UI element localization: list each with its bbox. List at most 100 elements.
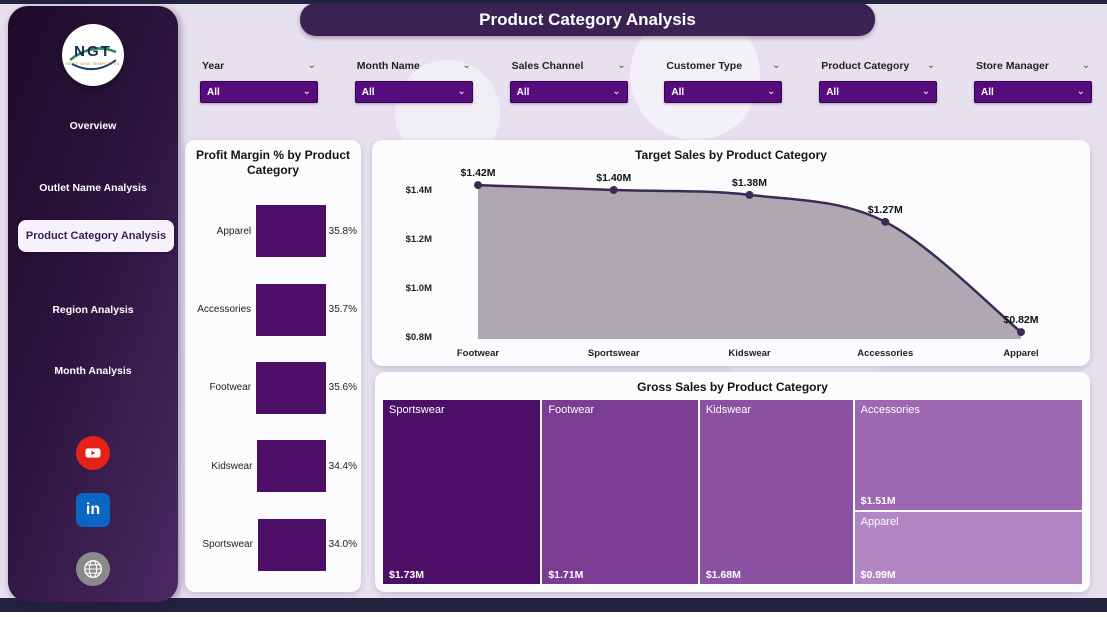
- y-axis-tick: $1.4M: [406, 185, 432, 196]
- store-manager-dropdown[interactable]: All ⌄: [973, 81, 1092, 103]
- y-axis-tick: $1.2M: [406, 234, 432, 245]
- profit-margin-panel: Profit Margin % by Product Category Appa…: [185, 140, 361, 592]
- filter-sales-channel-header: Sales Channel ⌄: [510, 60, 628, 72]
- chart-title: Target Sales by Product Category: [635, 148, 827, 162]
- filter-label: Year: [202, 60, 225, 72]
- value-label: 35.8%: [328, 225, 357, 237]
- y-axis-tick: $0.8M: [406, 332, 432, 343]
- data-point[interactable]: [1017, 328, 1025, 337]
- top-band: [0, 0, 1107, 4]
- data-label: $0.82M: [1003, 314, 1038, 326]
- filter-year-header: Year ⌄: [200, 60, 318, 72]
- x-axis-label: Apparel: [1003, 348, 1038, 359]
- chevron-down-icon[interactable]: ⌄: [462, 60, 471, 71]
- filter-customer-type: Customer Type ⌄ All ⌄: [664, 60, 783, 103]
- bar-chart: Apparel 35.8% Accessories 35.7% Footwear…: [191, 192, 357, 584]
- chevron-down-icon: ⌄: [921, 86, 931, 97]
- chevron-down-icon: ⌄: [457, 86, 466, 97]
- category-label: Footwear: [209, 382, 252, 394]
- product-category-dropdown[interactable]: All ⌄: [819, 81, 938, 103]
- x-axis-label: Accessories: [857, 348, 913, 359]
- bar-row: Sportswear 34.0%: [191, 518, 357, 571]
- dropdown-value: All: [980, 86, 994, 98]
- x-axis-label: Sportswear: [588, 348, 640, 359]
- target-sales-panel: Target Sales by Product Category $1.4M $1…: [372, 140, 1090, 366]
- cell-value: $1.51M: [860, 494, 896, 507]
- filter-product-category-header: Product Category ⌄: [819, 60, 937, 72]
- bar-row: Footwear 35.6%: [191, 361, 357, 414]
- filter-label: Month Name: [356, 60, 420, 72]
- chevron-down-icon[interactable]: ⌄: [926, 60, 936, 71]
- customer-type-dropdown[interactable]: All ⌄: [664, 81, 783, 103]
- sidebar: NGT NEXT GEN TEMPLATES Overview Outlet N…: [8, 6, 178, 602]
- logo-swoosh: [69, 47, 117, 71]
- data-point[interactable]: [474, 181, 482, 190]
- data-point[interactable]: [609, 186, 618, 194]
- sidebar-item-region-analysis[interactable]: Region Analysis: [52, 304, 134, 316]
- web-icon[interactable]: [76, 552, 110, 586]
- cell-name: Sportswear: [389, 404, 445, 416]
- target-sales-chart: $1.4M $1.2M $1.0M $0.8M Footwear Sportswear Ki…: [406, 167, 1039, 359]
- logo-text: NGT: [74, 42, 112, 60]
- bar-apparel[interactable]: [256, 205, 326, 258]
- cell-name: Footwear: [548, 404, 595, 416]
- dropdown-value: All: [361, 86, 375, 98]
- category-label: Sportswear: [202, 539, 253, 551]
- x-axis-label: Kidswear: [728, 348, 771, 359]
- chart-title: Gross Sales by Product Category: [637, 380, 828, 394]
- filter-sales-channel: Sales Channel ⌄ All ⌄: [509, 60, 628, 103]
- sales-channel-dropdown[interactable]: All ⌄: [509, 81, 628, 103]
- dropdown-value: All: [207, 86, 220, 98]
- bar-footwear[interactable]: [256, 361, 326, 414]
- data-label: $1.38M: [732, 177, 767, 189]
- chevron-down-icon[interactable]: ⌄: [1081, 60, 1090, 71]
- treemap-cell-accessories[interactable]: Accessories $1.51M: [854, 400, 1082, 510]
- data-label: $1.42M: [460, 167, 495, 179]
- chevron-down-icon: ⌄: [612, 86, 621, 97]
- gross-sales-panel: Gross Sales by Product Category Sportswe…: [375, 372, 1090, 592]
- page-title: Product Category Analysis: [479, 9, 696, 29]
- value-label: 34.0%: [328, 539, 357, 551]
- area-fill: [478, 185, 1021, 339]
- filter-customer-type-header: Customer Type ⌄: [664, 60, 782, 72]
- treemap-cell-apparel[interactable]: Apparel $0.99M: [854, 511, 1082, 584]
- treemap-cell-kidswear[interactable]: Kidswear $1.68M: [699, 400, 853, 584]
- treemap-cell-sportswear[interactable]: Sportswear $1.73M: [383, 400, 541, 584]
- data-point[interactable]: [881, 217, 890, 226]
- sidebar-item-outlet-name-analysis[interactable]: Outlet Name Analysis: [39, 182, 147, 194]
- treemap-column: Accessories $1.51M Apparel $0.99M: [854, 400, 1082, 584]
- dropdown-value: All: [516, 86, 530, 98]
- bar-row: Accessories 35.7%: [191, 283, 357, 336]
- cell-value: $1.73M: [389, 569, 425, 581]
- page-title-banner: Product Category Analysis: [300, 3, 875, 36]
- youtube-icon[interactable]: [76, 436, 110, 470]
- bar-row: Apparel 35.8%: [191, 205, 357, 258]
- chevron-down-icon[interactable]: ⌄: [307, 60, 316, 71]
- value-label: 34.4%: [328, 460, 357, 472]
- bar-kidswear[interactable]: [257, 440, 326, 493]
- cell-value: $1.71M: [548, 569, 584, 581]
- sidebar-item-overview[interactable]: Overview: [69, 120, 117, 132]
- bottom-band: [0, 598, 1107, 612]
- chevron-down-icon[interactable]: ⌄: [617, 60, 626, 71]
- bar-accessories[interactable]: [256, 283, 326, 336]
- x-axis-label: Footwear: [457, 348, 500, 359]
- month-name-dropdown[interactable]: All ⌄: [354, 81, 473, 103]
- category-label: Kidswear: [211, 460, 253, 472]
- treemap: Sportswear $1.73M Footwear $1.71M Kidswe…: [383, 400, 1082, 584]
- data-point[interactable]: [745, 190, 754, 199]
- cell-value: $0.99M: [860, 569, 896, 581]
- chevron-down-icon[interactable]: ⌄: [772, 60, 781, 71]
- year-dropdown[interactable]: All ⌄: [200, 81, 318, 103]
- category-label: Apparel: [216, 225, 252, 237]
- sidebar-item-product-category-analysis[interactable]: Product Category Analysis: [18, 220, 174, 252]
- cell-value: $1.68M: [705, 569, 741, 581]
- filter-label: Sales Channel: [511, 60, 584, 72]
- filter-label: Product Category: [821, 60, 910, 72]
- linkedin-icon[interactable]: in: [76, 493, 110, 527]
- bar-sportswear[interactable]: [257, 518, 326, 571]
- treemap-cell-footwear[interactable]: Footwear $1.71M: [542, 400, 698, 584]
- filter-label: Store Manager: [975, 60, 1049, 72]
- value-label: 35.6%: [328, 382, 357, 394]
- sidebar-item-month-analysis[interactable]: Month Analysis: [54, 365, 132, 377]
